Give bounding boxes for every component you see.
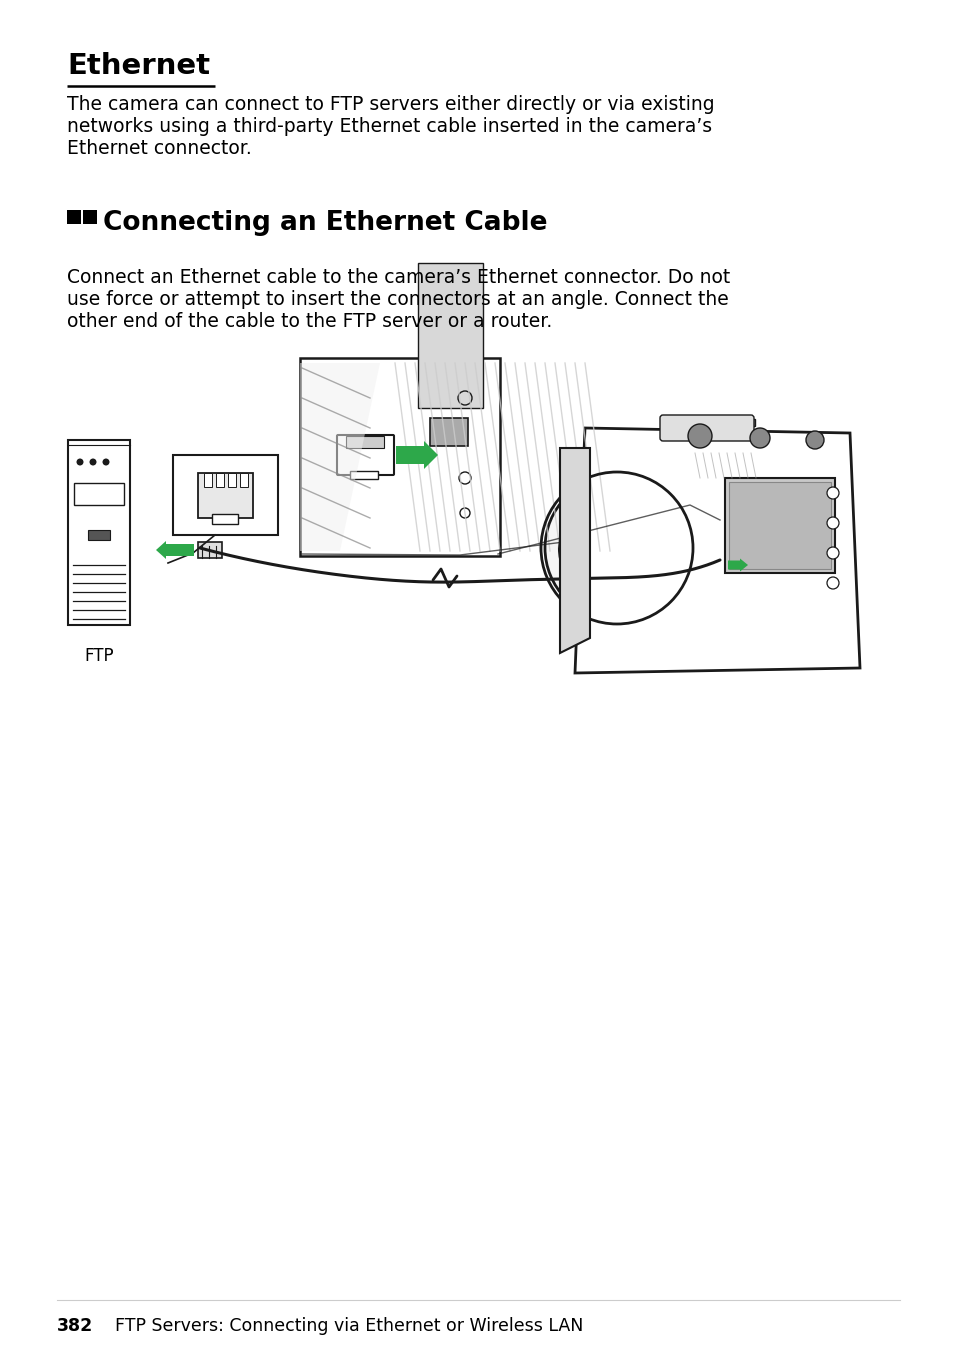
Bar — [664, 420, 754, 426]
Bar — [198, 542, 222, 558]
Polygon shape — [299, 363, 379, 551]
Bar — [212, 514, 237, 525]
Circle shape — [805, 430, 823, 449]
Polygon shape — [559, 448, 589, 654]
Polygon shape — [575, 428, 859, 672]
Bar — [240, 473, 248, 487]
Circle shape — [826, 487, 838, 499]
Circle shape — [600, 533, 617, 547]
Text: FTP: FTP — [84, 647, 113, 664]
Circle shape — [76, 459, 84, 465]
Circle shape — [575, 506, 659, 590]
Circle shape — [90, 459, 96, 465]
Circle shape — [544, 476, 688, 620]
Circle shape — [102, 459, 110, 465]
Circle shape — [586, 518, 646, 578]
FancyArrow shape — [156, 541, 193, 560]
Bar — [350, 471, 377, 479]
Bar — [709, 558, 725, 572]
Bar — [204, 473, 212, 487]
Bar — [228, 473, 235, 487]
Bar — [417, 264, 482, 408]
Circle shape — [826, 547, 838, 560]
FancyBboxPatch shape — [336, 434, 394, 475]
Bar — [68, 440, 130, 625]
Circle shape — [826, 516, 838, 529]
Bar — [88, 530, 110, 539]
Text: Ethernet connector.: Ethernet connector. — [67, 139, 252, 157]
Text: networks using a third-party Ethernet cable inserted in the camera’s: networks using a third-party Ethernet ca… — [67, 117, 711, 136]
Bar — [67, 210, 81, 225]
Bar — [299, 358, 499, 555]
Circle shape — [687, 424, 711, 448]
Bar — [430, 418, 468, 447]
Bar — [728, 482, 830, 569]
Bar — [346, 436, 384, 448]
Bar — [198, 473, 253, 518]
Bar — [74, 483, 124, 504]
Bar — [215, 473, 224, 487]
Circle shape — [558, 490, 675, 607]
FancyArrow shape — [727, 558, 747, 572]
FancyArrow shape — [395, 441, 437, 469]
Circle shape — [749, 428, 769, 448]
Bar — [172, 455, 277, 535]
Circle shape — [826, 577, 838, 589]
Text: The camera can connect to FTP servers either directly or via existing: The camera can connect to FTP servers ei… — [67, 95, 714, 114]
Bar — [724, 477, 834, 573]
Text: Connecting an Ethernet Cable: Connecting an Ethernet Cable — [103, 210, 547, 235]
Bar — [299, 358, 499, 555]
Text: Connect an Ethernet cable to the camera’s Ethernet connector. Do not: Connect an Ethernet cable to the camera’… — [67, 268, 729, 286]
Text: use force or attempt to insert the connectors at an angle. Connect the: use force or attempt to insert the conne… — [67, 291, 728, 309]
Text: other end of the cable to the FTP server or a router.: other end of the cable to the FTP server… — [67, 312, 552, 331]
FancyBboxPatch shape — [659, 416, 753, 441]
Bar — [83, 210, 97, 225]
Text: Ethernet: Ethernet — [67, 52, 210, 79]
Text: FTP Servers: Connecting via Ethernet or Wireless LAN: FTP Servers: Connecting via Ethernet or … — [115, 1317, 583, 1336]
Text: 382: 382 — [57, 1317, 93, 1336]
